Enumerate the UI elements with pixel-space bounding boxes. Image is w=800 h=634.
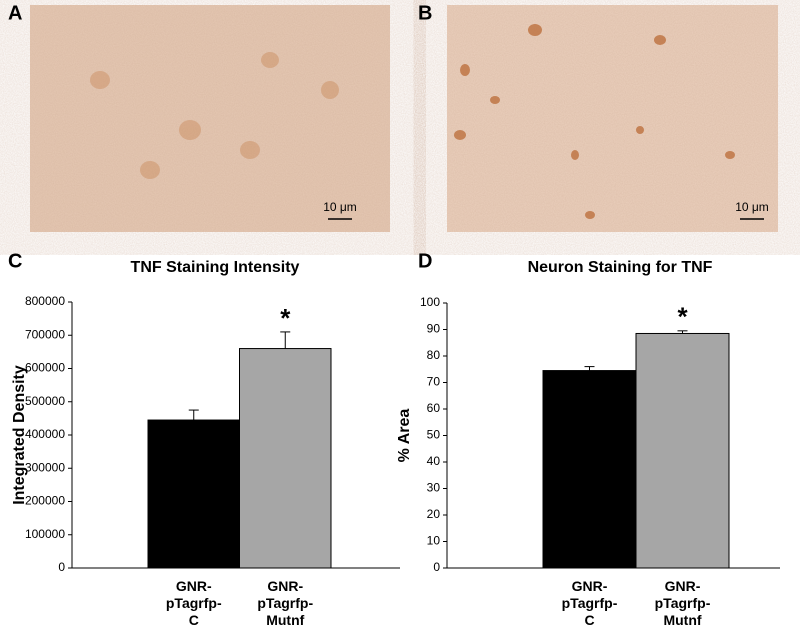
y-tick-label: 40 <box>427 454 441 468</box>
y-tick-label: 800000 <box>25 294 65 308</box>
scale-bar-label: 10 μm <box>735 200 769 214</box>
scale-bar-label: 10 μm <box>323 200 357 214</box>
y-tick-label: 400000 <box>25 427 65 441</box>
bar <box>239 348 332 569</box>
y-tick-label: 10 <box>427 534 441 548</box>
significance-mark: * <box>677 302 688 332</box>
bar <box>542 370 637 569</box>
bar <box>147 419 240 569</box>
y-tick-label: 80 <box>427 348 441 362</box>
bar <box>635 332 730 569</box>
y-tick-label: 0 <box>58 560 65 574</box>
y-tick-label: 600000 <box>25 361 65 375</box>
y-tick-label: 300000 <box>25 460 65 474</box>
x-tick-label: GNR- pTagrfp- Mutnf <box>257 578 314 628</box>
y-tick-label: 0 <box>433 560 440 574</box>
y-tick-label: 100 <box>420 295 440 309</box>
y-tick-label: 20 <box>427 507 441 521</box>
y-tick-label: 50 <box>427 428 441 442</box>
y-axis-label: Integrated Density <box>11 365 28 505</box>
y-axis-label: % Area <box>396 409 413 463</box>
panel-label: B <box>418 2 432 24</box>
micrograph-b <box>447 5 778 232</box>
x-tick-label: GNR- pTagrfp- Mutnf <box>654 578 711 628</box>
significance-mark: * <box>280 303 291 333</box>
chart-title: TNF Staining Intensity <box>131 259 300 276</box>
y-tick-label: 70 <box>427 375 441 389</box>
micrograph-a <box>30 5 390 232</box>
x-tick-label: GNR- pTagrfp- C <box>561 578 618 628</box>
y-tick-label: 30 <box>427 481 441 495</box>
panel-label: A <box>8 2 22 24</box>
y-tick-label: 200000 <box>25 494 65 508</box>
x-tick-label: GNR- pTagrfp- C <box>165 578 222 628</box>
panel-label: D <box>418 250 432 272</box>
y-tick-label: 60 <box>427 401 441 415</box>
panel-label: C <box>8 250 22 272</box>
y-tick-label: 500000 <box>25 394 65 408</box>
y-tick-label: 100000 <box>25 527 65 541</box>
y-tick-label: 90 <box>427 322 441 336</box>
chart-title: Neuron Staining for TNF <box>528 259 713 276</box>
y-tick-label: 700000 <box>25 327 65 341</box>
